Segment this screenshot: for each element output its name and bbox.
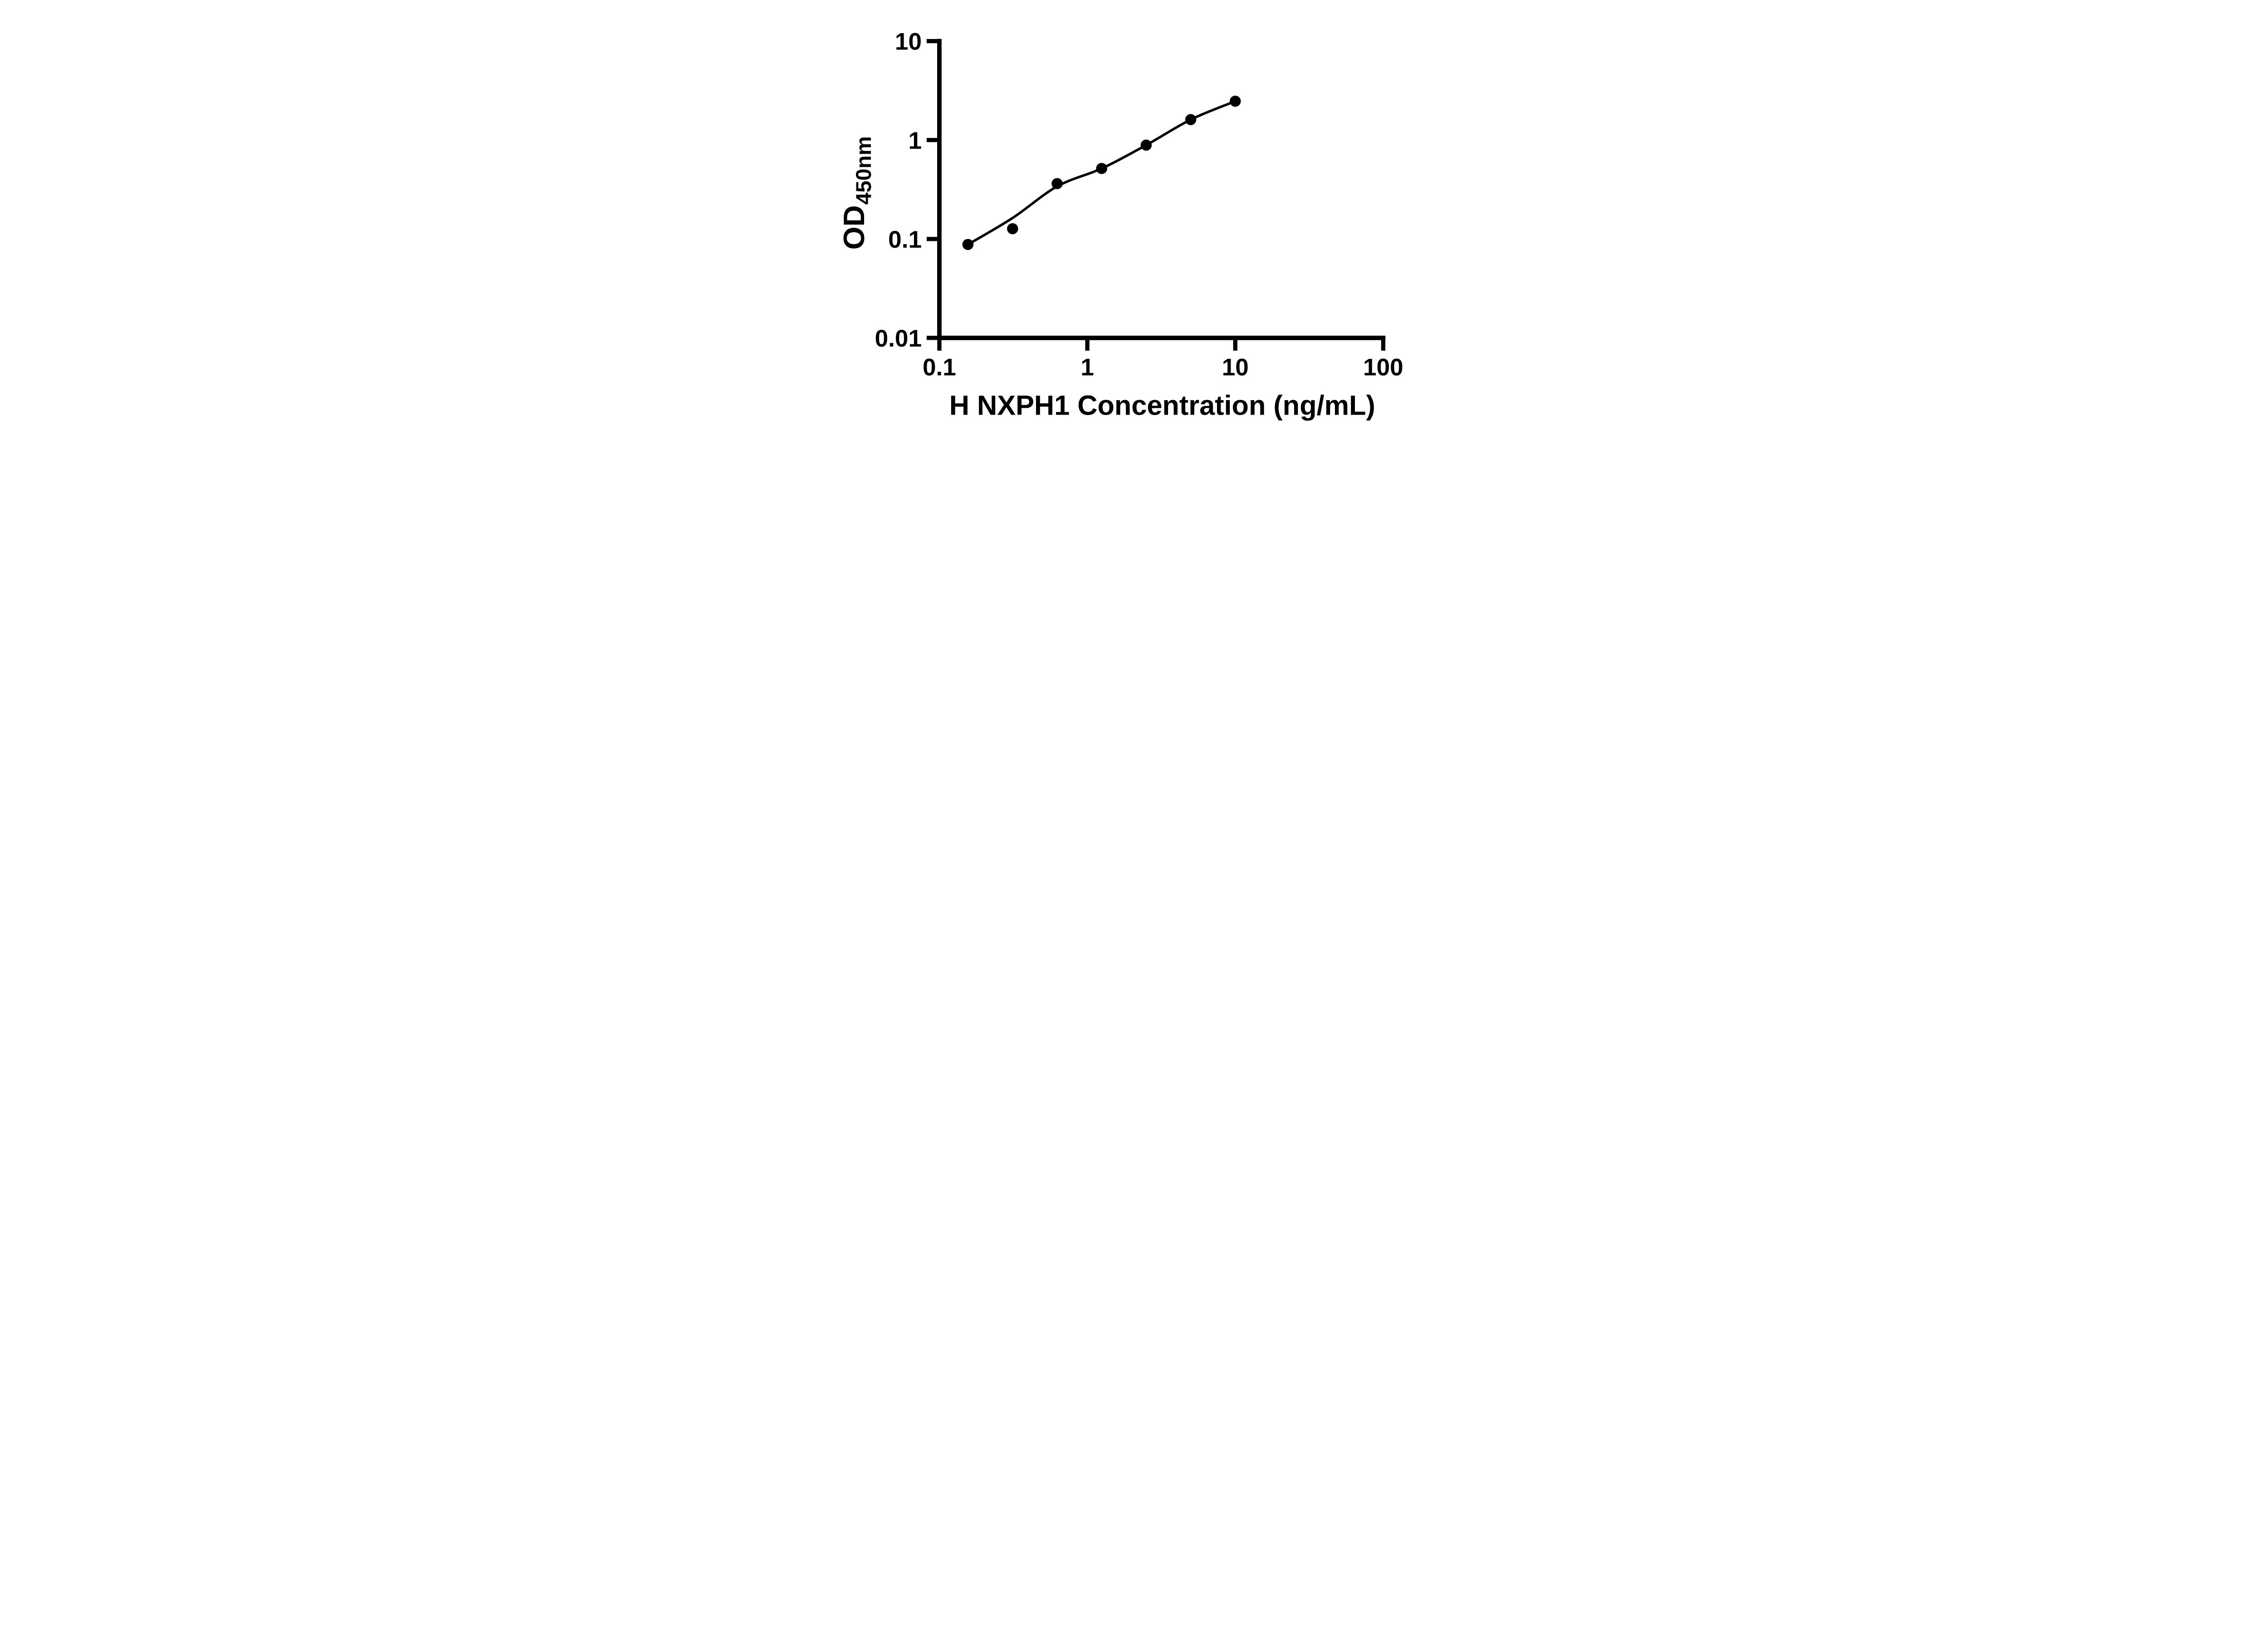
data-point	[1051, 178, 1063, 189]
y-axis-title-subscript: 450nm	[852, 136, 876, 205]
y-tick-label: 0.01	[875, 325, 922, 352]
y-tick-label: 10	[895, 29, 922, 55]
data-point	[1185, 114, 1197, 125]
y-axis-title-main: OD	[837, 205, 870, 249]
data-point	[962, 239, 974, 250]
x-tick-label: 100	[1363, 354, 1403, 381]
data-point	[1007, 223, 1018, 235]
data-point	[1096, 163, 1107, 174]
x-axis-title: H NXPH1 Concentration (ng/mL)	[949, 390, 1375, 420]
elisa-standard-curve-figure: 0.1 1 10 100 10 1 0.1 0.01 H NXPH1 Concentratio…	[816, 0, 1452, 445]
x-tick-label: 10	[1222, 354, 1249, 381]
x-tick-label: 1	[1080, 354, 1094, 381]
y-axis-title: OD 450nm	[837, 136, 876, 249]
y-tick-label: 0.1	[888, 226, 922, 253]
data-point	[1140, 139, 1152, 151]
y-tick-label: 1	[908, 127, 922, 154]
data-point	[1230, 95, 1241, 107]
x-tick-label: 0.1	[923, 354, 956, 381]
